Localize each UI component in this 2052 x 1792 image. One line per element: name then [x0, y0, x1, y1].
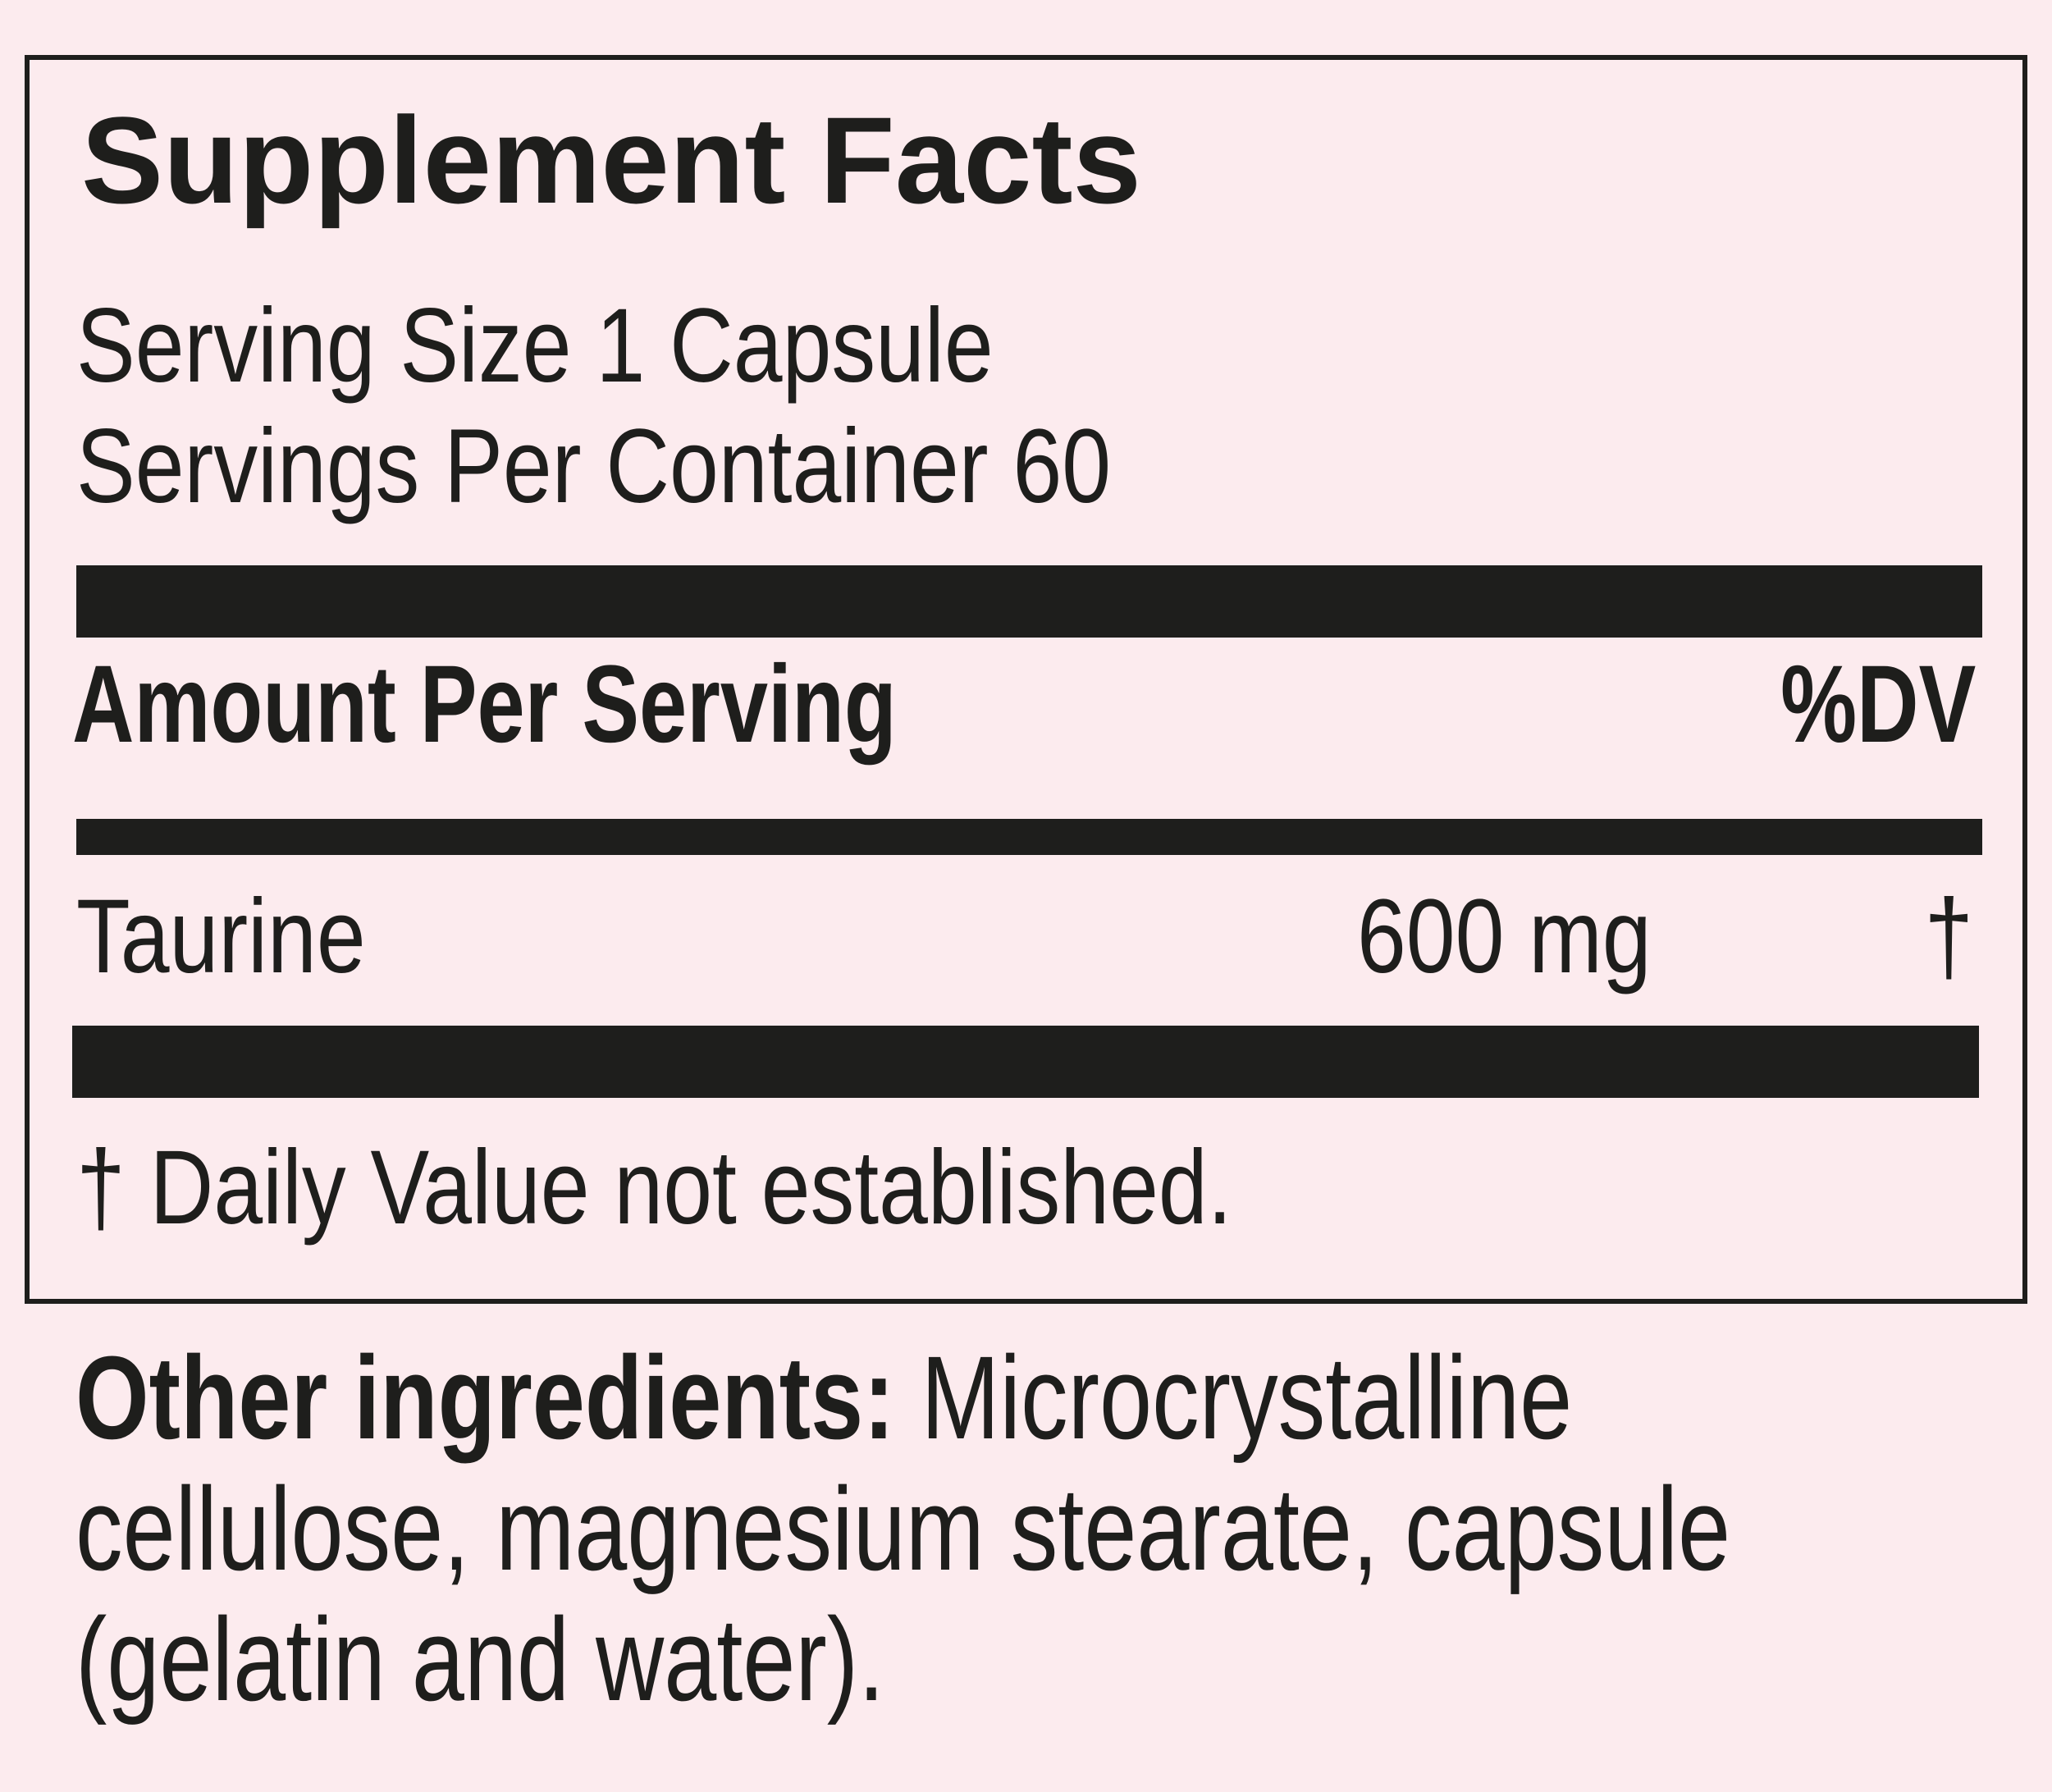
- dv-label: %DV: [1780, 643, 1976, 766]
- amount-per-serving-label: Amount Per Serving: [72, 643, 897, 766]
- ingredient-name: Taurine: [76, 878, 366, 995]
- other-ingredients-line2: cellulose, magnesium stearate, capsule: [75, 1463, 1731, 1595]
- other-ingredients-label: Other ingredients:: [75, 1332, 895, 1464]
- medium-divider: [76, 819, 1982, 855]
- ingredient-amount: 600 mg: [1357, 878, 1652, 995]
- thick-divider: [72, 1026, 1979, 1098]
- servings-per-container: Servings Per Container 60: [76, 408, 1112, 525]
- serving-size: Serving Size 1 Capsule: [76, 287, 994, 405]
- footnote: † Daily Value not established.: [76, 1129, 1232, 1246]
- panel-title: Supplement Facts: [81, 91, 1141, 229]
- other-ingredients-text: Microcrystalline: [894, 1332, 1573, 1464]
- supplement-facts-panel: [25, 55, 2027, 1304]
- ingredient-dv: †: [1924, 878, 1973, 995]
- other-ingredients-line1: Other ingredients: Microcrystalline: [75, 1339, 1572, 1457]
- other-ingredients-line3: (gelatin and water).: [75, 1593, 885, 1726]
- thick-divider: [76, 565, 1982, 638]
